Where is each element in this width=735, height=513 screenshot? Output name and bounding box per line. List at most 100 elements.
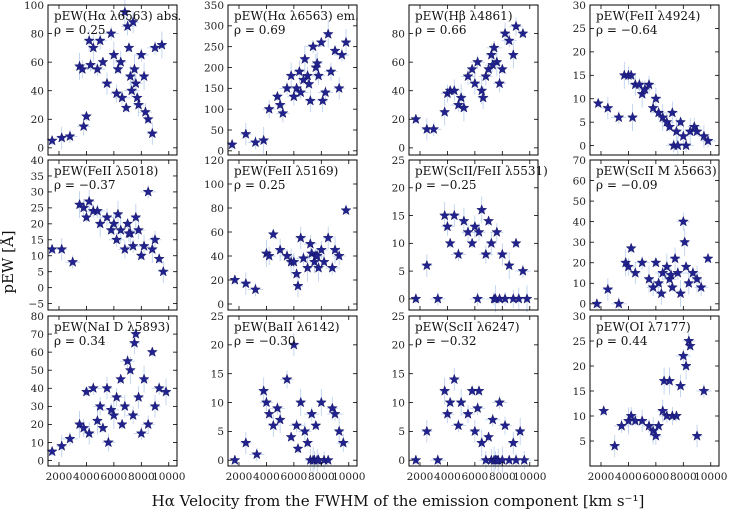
panel-rho: ρ = −0.37 bbox=[54, 178, 116, 192]
panel-rho: ρ = −0.32 bbox=[415, 334, 477, 348]
data-point-star bbox=[101, 211, 113, 223]
y-tick-label: 0 bbox=[398, 294, 405, 306]
data-point-star bbox=[340, 204, 352, 216]
y-tick-label: 5 bbox=[37, 267, 44, 279]
panel-rho: ρ = −0.64 bbox=[596, 23, 658, 37]
data-point-star bbox=[643, 420, 655, 431]
y-tick-label: 20 bbox=[573, 361, 586, 373]
y-tick-label: 0 bbox=[217, 146, 224, 158]
markers bbox=[591, 215, 714, 309]
x-tick-label: 8000 bbox=[128, 471, 155, 483]
data-point-star bbox=[448, 84, 460, 96]
data-point-star bbox=[274, 414, 286, 425]
y-tick-label: 5 bbox=[217, 426, 224, 438]
panel-title: pEW(FeII λ5169) bbox=[234, 164, 338, 178]
data-point-star bbox=[119, 400, 131, 412]
data-point-star bbox=[311, 57, 323, 69]
data-point-star bbox=[105, 27, 117, 39]
data-point-star bbox=[326, 402, 338, 413]
data-point-star bbox=[480, 70, 492, 82]
data-point-star bbox=[503, 34, 515, 46]
data-point-star bbox=[499, 419, 511, 431]
data-point-star bbox=[452, 248, 464, 260]
data-point-star bbox=[629, 267, 641, 278]
y-tick-label: 100 bbox=[24, 0, 44, 12]
data-point-star bbox=[670, 410, 682, 421]
data-point-star bbox=[160, 386, 172, 397]
x-tick-label: 6000 bbox=[281, 471, 308, 483]
panel-rho: ρ = 0.25 bbox=[234, 178, 285, 192]
data-point-star bbox=[687, 267, 699, 278]
panel-rho: ρ = −0.30 bbox=[234, 334, 296, 348]
y-tick-label: 5 bbox=[398, 266, 405, 278]
y-tick-label: 20 bbox=[31, 419, 44, 431]
data-point-star bbox=[702, 135, 714, 146]
data-point-star bbox=[683, 277, 695, 288]
data-point-star bbox=[288, 90, 300, 102]
data-point-star bbox=[115, 373, 127, 384]
data-point-star bbox=[124, 70, 136, 82]
data-point-star bbox=[123, 42, 135, 53]
data-point-star bbox=[128, 63, 140, 74]
y-tick-label: 50 bbox=[31, 365, 44, 377]
panel-1: 0 20 40 60 80 100 pEW(Hα λ6563) abs.ρ = 0.25 bbox=[24, 0, 181, 156]
data-point-star bbox=[488, 42, 500, 53]
panel-frame bbox=[47, 4, 178, 156]
data-point-star bbox=[643, 78, 655, 90]
data-point-star bbox=[310, 419, 322, 431]
data-point-star bbox=[609, 440, 621, 451]
panel-2: 0 50 100 150 200 250 300 350 pEW(Hα λ6563) em.ρ … bbox=[204, 0, 359, 158]
data-point-star bbox=[127, 240, 139, 251]
data-point-star bbox=[329, 244, 341, 255]
panel-title: pEW(Hα λ6563) abs. bbox=[54, 9, 181, 23]
data-point-star bbox=[94, 218, 106, 229]
data-point-star bbox=[702, 252, 714, 264]
data-point-star bbox=[499, 27, 511, 39]
data-point-star bbox=[56, 440, 68, 451]
y-tick-label: 0 bbox=[37, 455, 44, 467]
data-point-star bbox=[677, 215, 689, 227]
data-point-star bbox=[507, 437, 519, 448]
data-point-star bbox=[472, 56, 484, 67]
data-point-star bbox=[458, 102, 470, 113]
y-tick-label: 25 bbox=[31, 203, 44, 215]
data-point-star bbox=[421, 259, 433, 271]
data-point-star bbox=[477, 92, 489, 103]
data-point-star bbox=[650, 430, 662, 441]
data-point-star bbox=[149, 234, 161, 245]
markers bbox=[46, 328, 172, 457]
y-tick-label: 100 bbox=[204, 179, 224, 191]
y-tick-label: 20 bbox=[211, 340, 224, 352]
data-point-star bbox=[466, 237, 478, 249]
data-point-star bbox=[633, 78, 645, 90]
panel-title: pEW(NaI D λ5893) bbox=[54, 320, 170, 334]
data-point-star bbox=[666, 281, 678, 293]
data-point-star bbox=[105, 224, 117, 235]
data-point-star bbox=[229, 454, 241, 465]
data-point-star bbox=[101, 77, 113, 89]
data-point-star bbox=[657, 111, 669, 123]
y-tick-label: 10 bbox=[573, 94, 586, 106]
markers bbox=[226, 28, 352, 150]
data-point-star bbox=[665, 269, 677, 280]
data-point-star bbox=[133, 391, 145, 402]
data-point-star bbox=[153, 253, 165, 264]
data-point-star bbox=[111, 234, 123, 245]
data-point-star bbox=[80, 211, 92, 223]
data-point-star bbox=[295, 232, 307, 243]
data-point-star bbox=[124, 364, 136, 375]
y-tick-label: 80 bbox=[392, 28, 405, 40]
data-point-star bbox=[655, 287, 667, 299]
panel-frame bbox=[589, 159, 720, 311]
y-tick-label: 40 bbox=[573, 216, 586, 228]
data-point-star bbox=[87, 382, 99, 393]
data-point-star bbox=[675, 380, 687, 391]
data-point-star bbox=[613, 111, 625, 123]
data-point-star bbox=[653, 107, 665, 118]
y-tick-label: 350 bbox=[204, 0, 224, 12]
y-tick-label: 60 bbox=[31, 347, 44, 359]
data-point-star bbox=[313, 262, 325, 273]
data-point-star bbox=[677, 350, 689, 361]
y-tick-label: 50 bbox=[573, 196, 586, 208]
